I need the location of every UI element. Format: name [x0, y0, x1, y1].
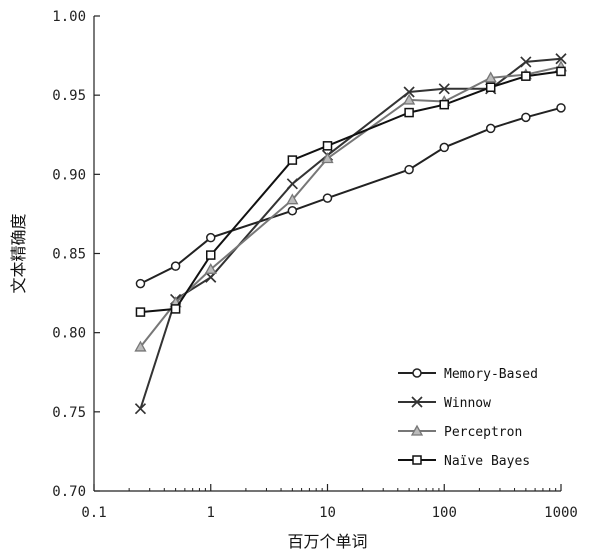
y-tick-label: 0.70: [52, 484, 86, 500]
y-tick-label: 0.90: [52, 167, 86, 183]
data-point-winnow: [438, 83, 450, 95]
data-point-na-ve-bayes: [170, 304, 181, 314]
data-point-perceptron: [321, 152, 334, 164]
series-line-na-ve-bayes: [140, 70, 562, 314]
data-point-memory-based: [135, 278, 146, 289]
data-point-perceptron: [134, 340, 147, 352]
data-point-na-ve-bayes: [556, 66, 566, 77]
legend-marker-perceptron: [410, 424, 424, 436]
data-point-na-ve-bayes: [287, 155, 298, 165]
legend-label-memory-based: Memory-Based: [444, 367, 538, 382]
y-tick-label: 0.80: [52, 326, 86, 342]
data-point-memory-based: [322, 193, 333, 203]
x-tick-label: 10: [319, 505, 336, 521]
data-point-na-ve-bayes: [485, 82, 496, 92]
data-point-perceptron: [204, 262, 217, 274]
y-tick-label: 0.95: [52, 88, 86, 104]
legend-label-perceptron: Perceptron: [444, 425, 522, 440]
data-point-memory-based: [206, 232, 216, 243]
data-point-memory-based: [485, 123, 496, 134]
y-axis-title: 文本精确度: [9, 213, 28, 293]
data-point-memory-based: [556, 103, 566, 113]
data-point-na-ve-bayes: [206, 250, 216, 260]
legend-marker-na-ve-bayes: [412, 455, 422, 465]
legend-marker-winnow: [411, 396, 423, 408]
x-tick-label: 100: [432, 505, 457, 521]
series-line-memory-based: [140, 106, 562, 285]
data-point-winnow: [555, 53, 567, 65]
data-point-na-ve-bayes: [439, 99, 449, 110]
y-tick-label: 0.85: [52, 247, 86, 263]
data-point-memory-based: [404, 164, 414, 175]
data-point-memory-based: [439, 142, 449, 153]
legend-label-winnow: Winnow: [444, 396, 491, 411]
data-point-winnow: [286, 178, 298, 190]
data-point-winnow: [134, 403, 147, 415]
x-tick-label: 1: [207, 505, 215, 521]
y-tick-label: 0.75: [52, 405, 86, 421]
y-tick-label: 1.00: [52, 9, 86, 25]
series-line-winnow: [139, 57, 562, 410]
x-tick-label: 1000: [544, 505, 578, 521]
data-point-memory-based: [287, 206, 298, 216]
data-point-winnow: [403, 86, 415, 98]
series-line-perceptron: [139, 65, 562, 348]
data-point-na-ve-bayes: [404, 107, 414, 118]
data-point-na-ve-bayes: [322, 141, 333, 151]
data-point-na-ve-bayes: [521, 71, 531, 81]
data-point-perceptron: [286, 193, 299, 205]
data-point-winnow: [520, 56, 532, 68]
data-point-na-ve-bayes: [135, 307, 146, 317]
data-point-memory-based: [521, 112, 531, 123]
data-point-memory-based: [170, 261, 181, 271]
legend-marker-memory-based: [412, 368, 422, 378]
x-axis-title: 百万个单词: [287, 532, 367, 551]
data-point-perceptron: [403, 93, 416, 105]
data-point-perceptron: [484, 71, 497, 83]
legend-label-na-ve-bayes: Naïve Bayes: [444, 454, 530, 469]
x-tick-label: 0.1: [81, 505, 106, 521]
